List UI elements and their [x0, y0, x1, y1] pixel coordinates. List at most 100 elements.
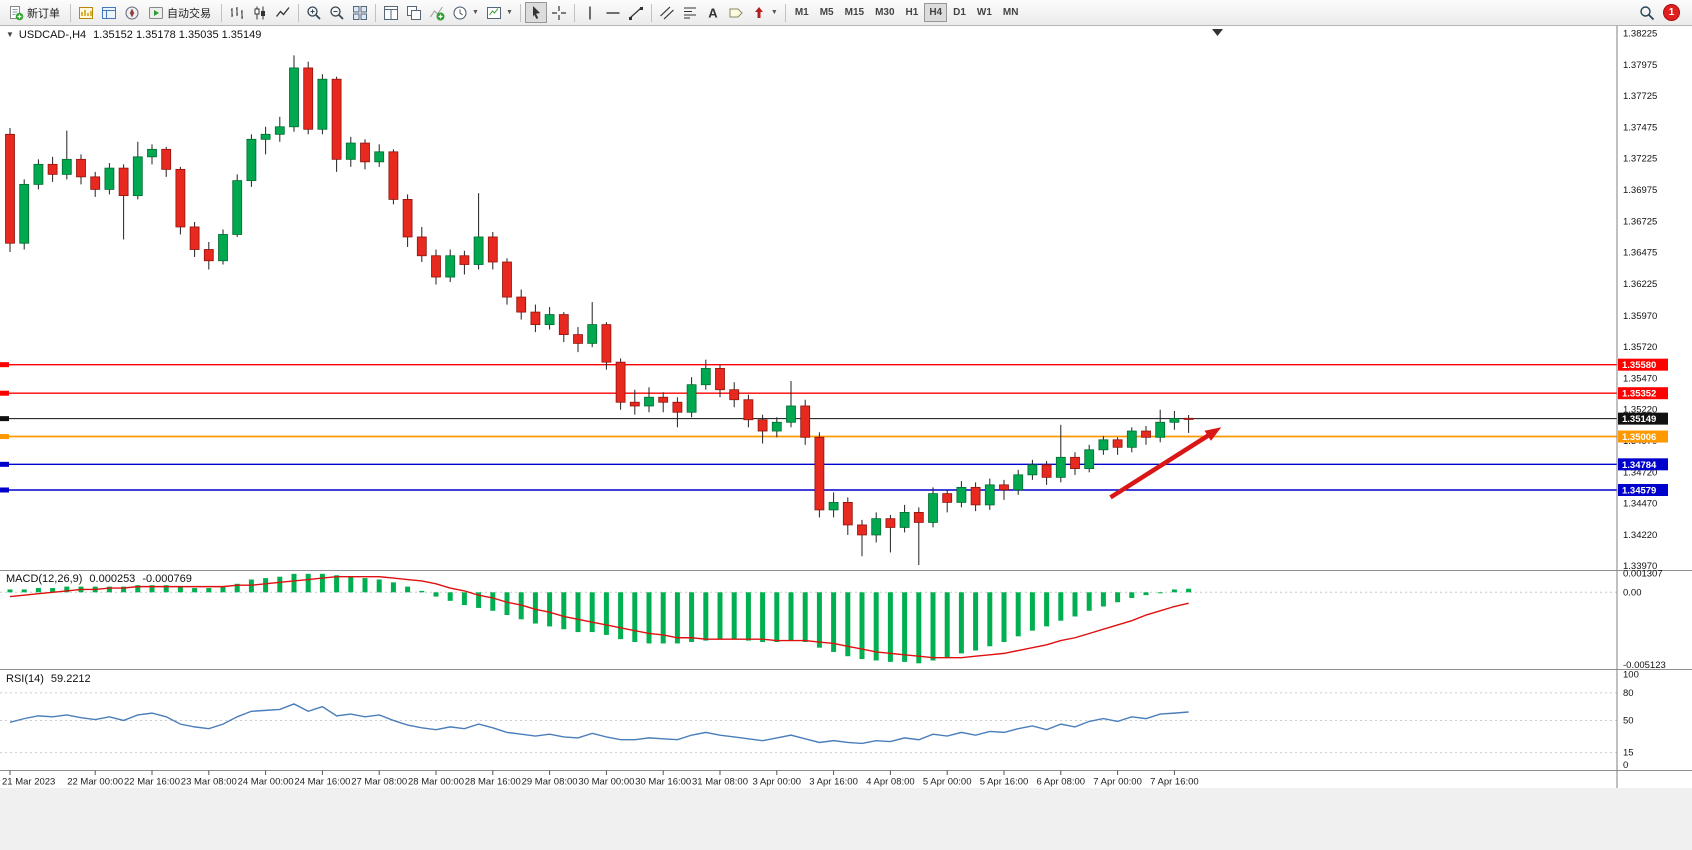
timeframe-m5-button[interactable]: M5: [815, 3, 839, 22]
line-left-marker: [0, 390, 9, 396]
template-button[interactable]: ▼: [483, 2, 516, 23]
price-tag-1.35352: [1618, 387, 1668, 400]
tile-windows-icon: [352, 5, 368, 21]
svg-text:80: 80: [1623, 688, 1634, 699]
svg-text:30 Mar 00:00: 30 Mar 00:00: [578, 777, 634, 788]
navigator-button[interactable]: [121, 2, 143, 23]
cursor-button[interactable]: [524, 2, 547, 23]
candlestick-chart-icon: [252, 5, 268, 21]
auto-arrange-button[interactable]: [380, 2, 402, 23]
svg-text:1.38225: 1.38225: [1623, 29, 1657, 40]
timeframe-mn-button[interactable]: MN: [998, 3, 1024, 22]
data-window-button[interactable]: [98, 2, 120, 23]
chart-window: 21 Mar 2023 22 Mar 00:00 22 Mar 16:00 23 Ma…: [0, 26, 1692, 788]
new-order-button[interactable]: 新订单: [4, 2, 66, 23]
svg-text:6 Apr 08:00: 6 Apr 08:00: [1036, 777, 1085, 788]
indicators-button[interactable]: [426, 2, 448, 23]
line-chart-button[interactable]: [272, 2, 294, 23]
candlestick-chart-button[interactable]: [249, 2, 271, 23]
template-icon: [486, 5, 502, 21]
timeframe-m1-button[interactable]: M1: [790, 3, 814, 22]
market-watch-button[interactable]: [75, 2, 97, 23]
market-watch-icon: [78, 5, 94, 21]
timeframe-group: M1 M5 M15 M30 H1 H4 D1 W1 MN: [790, 3, 1024, 22]
fibonacci-button[interactable]: [679, 2, 701, 23]
zoom-out-button[interactable]: [326, 2, 348, 23]
line-left-marker: [0, 461, 9, 467]
svg-text:1.34220: 1.34220: [1623, 530, 1657, 541]
price-tag-1.35006: [1618, 430, 1668, 443]
toolbar-separator: [519, 3, 521, 22]
timeframe-h1-button[interactable]: H1: [901, 3, 924, 22]
svg-text:1.34784: 1.34784: [1622, 460, 1657, 471]
timeframe-m15-button[interactable]: M15: [840, 3, 869, 22]
svg-text:1.36725: 1.36725: [1623, 216, 1657, 227]
svg-text:5 Apr 16:00: 5 Apr 16:00: [980, 777, 1029, 788]
price-axis[interactable]: 1.38225 1.37975 1.37725 1.37475 1.37225 1.369…: [1623, 29, 1666, 771]
indicators-icon: [429, 5, 445, 21]
toolbar: 新订单 自动交易 ▼ ▼ A ▼: [0, 0, 1692, 26]
svg-text:3 Apr 00:00: 3 Apr 00:00: [752, 777, 801, 788]
line-left-marker: [0, 362, 9, 368]
zoom-in-button[interactable]: [303, 2, 325, 23]
bar-chart-button[interactable]: [226, 2, 248, 23]
trendline-button[interactable]: [625, 2, 647, 23]
svg-text:31 Mar 08:00: 31 Mar 08:00: [692, 777, 748, 788]
toolbar-separator: [298, 3, 299, 22]
zoom-out-icon: [329, 5, 345, 21]
label-button[interactable]: [725, 2, 747, 23]
svg-text:50: 50: [1623, 715, 1634, 726]
svg-text:1.35149: 1.35149: [1622, 414, 1656, 425]
timeframe-h4-button[interactable]: H4: [924, 3, 948, 22]
svg-text:5 Apr 00:00: 5 Apr 00:00: [923, 777, 972, 788]
cascade-windows-button[interactable]: [403, 2, 425, 23]
search-icon: [1639, 5, 1655, 21]
svg-text:7 Apr 16:00: 7 Apr 16:00: [1150, 777, 1199, 788]
cursor-icon: [528, 5, 544, 21]
vertical-line-icon: [582, 5, 598, 21]
channel-button[interactable]: [656, 2, 678, 23]
scroll-to-end-marker[interactable]: [1212, 29, 1223, 36]
auto-trading-icon: [148, 5, 164, 21]
svg-text:28 Mar 16:00: 28 Mar 16:00: [465, 777, 521, 788]
price-tag-1.34784: [1618, 458, 1668, 471]
tile-windows-button[interactable]: [349, 2, 371, 23]
trendline-icon: [628, 5, 644, 21]
toolbar-separator: [375, 3, 376, 22]
svg-text:1.37475: 1.37475: [1623, 122, 1657, 133]
search-button[interactable]: [1636, 2, 1658, 23]
shapes-button[interactable]: ▼: [748, 2, 781, 23]
svg-text:24 Mar 00:00: 24 Mar 00:00: [238, 777, 294, 788]
svg-text:0: 0: [1623, 760, 1628, 771]
chart-canvas[interactable]: 21 Mar 2023 22 Mar 00:00 22 Mar 16:00 23 Ma…: [0, 26, 1692, 788]
time-axis[interactable]: 21 Mar 2023 22 Mar 00:00 22 Mar 16:00 23 Ma…: [2, 770, 1199, 788]
cascade-windows-icon: [406, 5, 422, 21]
timeframe-d1-button[interactable]: D1: [948, 3, 971, 22]
svg-text:1.37225: 1.37225: [1623, 154, 1657, 165]
timeframe-w1-button[interactable]: W1: [972, 3, 997, 22]
text-button[interactable]: A: [702, 2, 724, 23]
svg-text:0.00: 0.00: [1623, 587, 1642, 598]
notification-badge[interactable]: 1: [1663, 4, 1680, 21]
svg-text:27 Mar 08:00: 27 Mar 08:00: [351, 777, 407, 788]
horizontal-line-button[interactable]: [602, 2, 624, 23]
trend-arrow[interactable]: [1109, 427, 1222, 500]
channel-icon: [659, 5, 675, 21]
svg-text:15: 15: [1623, 748, 1634, 759]
period-button[interactable]: ▼: [449, 2, 482, 23]
svg-text:1.36225: 1.36225: [1623, 279, 1657, 290]
timeframe-m30-button[interactable]: M30: [870, 3, 899, 22]
svg-text:1.35580: 1.35580: [1622, 360, 1656, 371]
svg-text:23 Mar 08:00: 23 Mar 08:00: [181, 777, 237, 788]
svg-text:1.33970: 1.33970: [1623, 561, 1657, 572]
rsi-layer: [0, 692, 1617, 754]
crosshair-button[interactable]: [548, 2, 570, 23]
line-chart-icon: [275, 5, 291, 21]
svg-text:28 Mar 00:00: 28 Mar 00:00: [408, 777, 464, 788]
svg-text:1.34579: 1.34579: [1622, 485, 1656, 496]
svg-text:22 Mar 16:00: 22 Mar 16:00: [124, 777, 180, 788]
toolbar-separator: [70, 3, 71, 22]
vertical-line-button[interactable]: [579, 2, 601, 23]
auto-trading-button[interactable]: 自动交易: [144, 2, 217, 23]
